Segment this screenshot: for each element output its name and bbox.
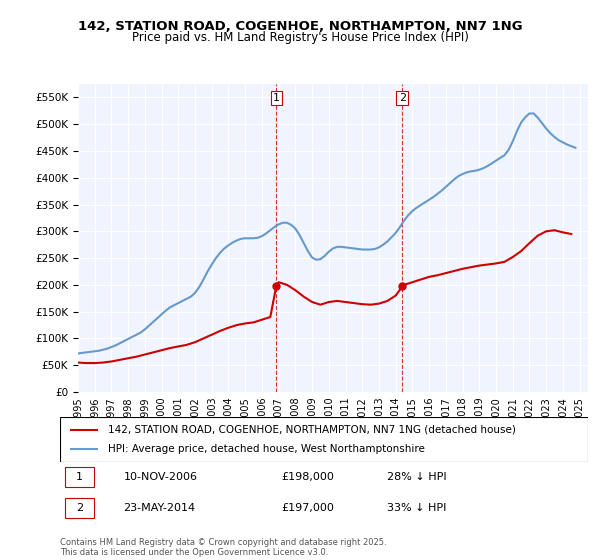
Text: 1: 1 <box>76 472 83 482</box>
Text: 2: 2 <box>76 503 83 513</box>
Text: £197,000: £197,000 <box>282 503 335 513</box>
FancyBboxPatch shape <box>60 417 588 462</box>
Text: 33% ↓ HPI: 33% ↓ HPI <box>388 503 447 513</box>
Text: HPI: Average price, detached house, West Northamptonshire: HPI: Average price, detached house, West… <box>107 445 424 455</box>
Text: 1: 1 <box>273 93 280 103</box>
Text: 10-NOV-2006: 10-NOV-2006 <box>124 472 197 482</box>
FancyBboxPatch shape <box>65 466 94 487</box>
Text: 23-MAY-2014: 23-MAY-2014 <box>124 503 196 513</box>
Text: 2: 2 <box>398 93 406 103</box>
Text: 142, STATION ROAD, COGENHOE, NORTHAMPTON, NN7 1NG (detached house): 142, STATION ROAD, COGENHOE, NORTHAMPTON… <box>107 424 515 435</box>
FancyBboxPatch shape <box>65 498 94 518</box>
Text: Contains HM Land Registry data © Crown copyright and database right 2025.
This d: Contains HM Land Registry data © Crown c… <box>60 538 386 557</box>
Text: 142, STATION ROAD, COGENHOE, NORTHAMPTON, NN7 1NG: 142, STATION ROAD, COGENHOE, NORTHAMPTON… <box>77 20 523 32</box>
Text: £198,000: £198,000 <box>282 472 335 482</box>
Text: Price paid vs. HM Land Registry's House Price Index (HPI): Price paid vs. HM Land Registry's House … <box>131 31 469 44</box>
Text: 28% ↓ HPI: 28% ↓ HPI <box>388 472 447 482</box>
